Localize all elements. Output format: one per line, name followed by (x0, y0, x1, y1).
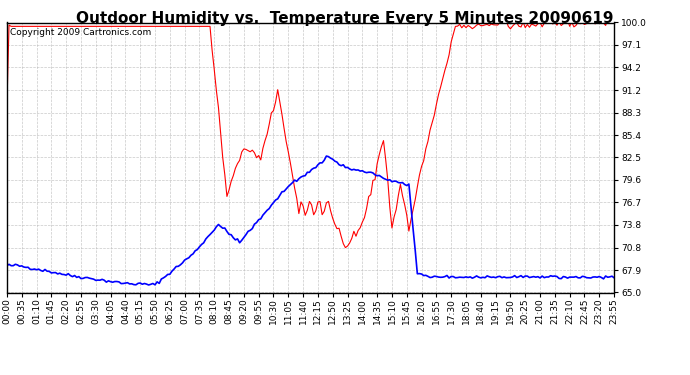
Text: Copyright 2009 Cartronics.com: Copyright 2009 Cartronics.com (10, 28, 151, 37)
Text: Outdoor Humidity vs.  Temperature Every 5 Minutes 20090619: Outdoor Humidity vs. Temperature Every 5… (77, 11, 613, 26)
